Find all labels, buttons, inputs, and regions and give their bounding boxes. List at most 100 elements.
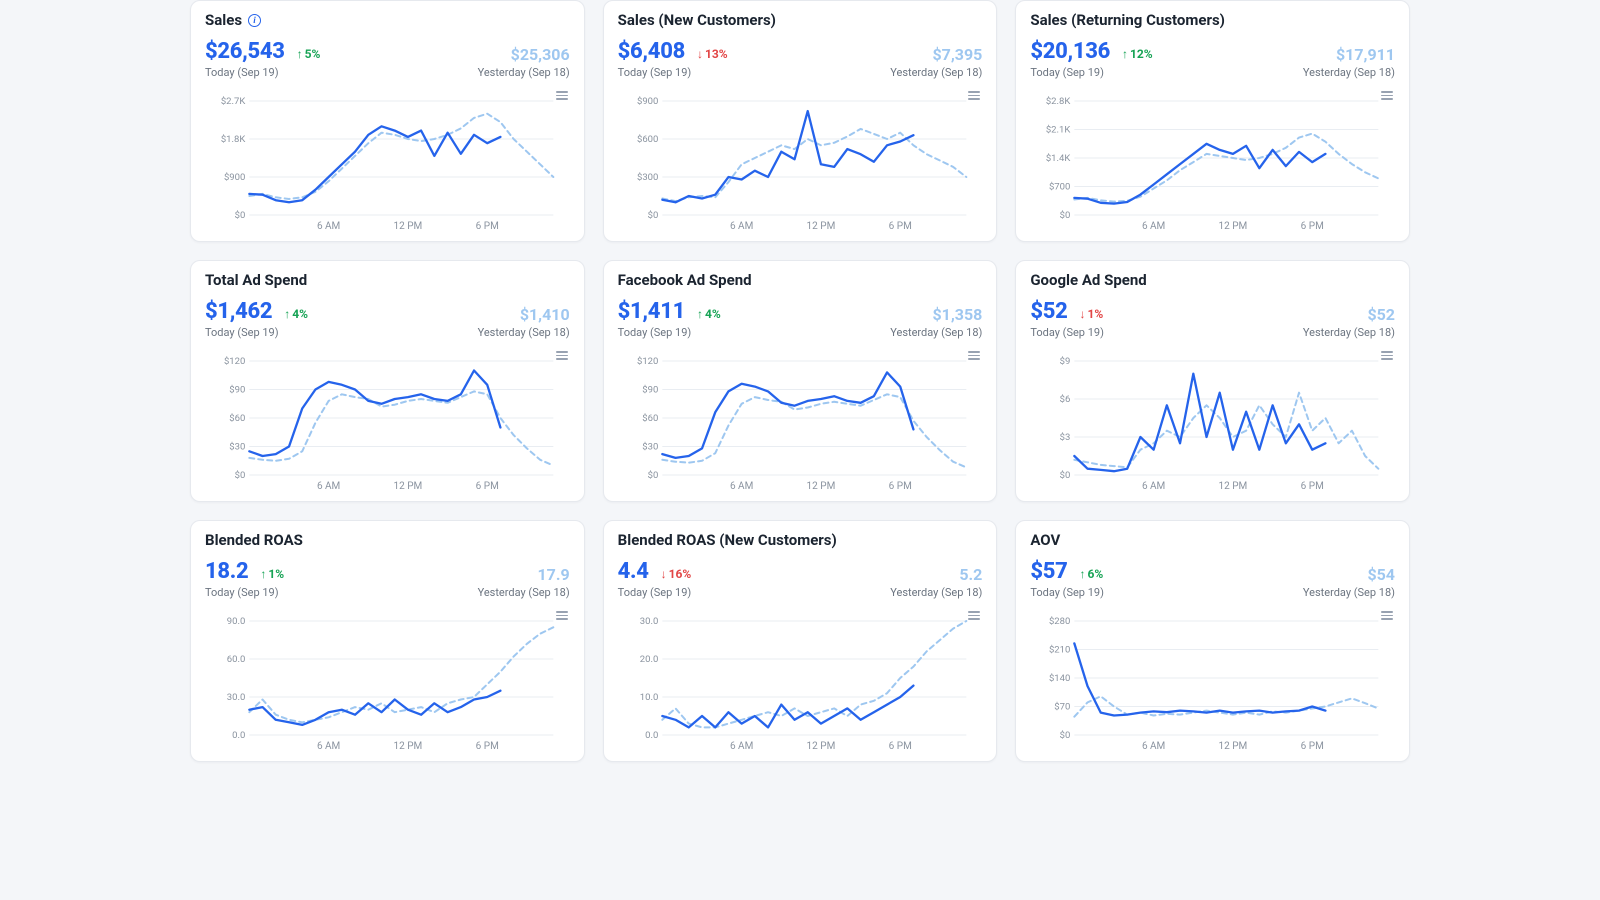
svg-text:6 PM: 6 PM	[476, 741, 499, 752]
chart-menu-icon[interactable]	[554, 89, 570, 102]
chart-menu-icon[interactable]	[554, 609, 570, 622]
svg-text:$1.8K: $1.8K	[221, 134, 246, 145]
metrics-row: $52 ↓1% $52	[1030, 299, 1395, 324]
series-yesterday	[662, 621, 966, 727]
primary-value: $26,543	[205, 39, 285, 64]
line-chart: $0$300$600$900 6 AM12 PM6 PM	[618, 93, 983, 233]
arrow-up-icon: ↑	[1122, 47, 1128, 61]
svg-text:6 PM: 6 PM	[888, 741, 911, 752]
primary-metric-group: $1,411 ↑4%	[618, 299, 721, 324]
metric-card-sales: Sales i $26,543 ↑5% $25,306 Today (Sep 1…	[190, 0, 585, 242]
svg-text:$2.8K: $2.8K	[1046, 96, 1071, 107]
metrics-row: 4.4 ↓16% 5.2	[618, 559, 983, 584]
compare-value: $54	[1367, 565, 1395, 584]
svg-text:6 AM: 6 AM	[317, 481, 340, 492]
yesterday-label: Yesterday (Sep 18)	[1303, 326, 1395, 339]
sub-labels-row: Today (Sep 19) Yesterday (Sep 18)	[618, 586, 983, 599]
svg-text:$0: $0	[647, 210, 658, 221]
card-title-row: Total Ad Spend	[205, 271, 570, 289]
metric-card-sales-new: Sales (New Customers) $6,408 ↓13% $7,395…	[603, 0, 998, 242]
svg-text:12 PM: 12 PM	[394, 741, 423, 752]
svg-text:0.0: 0.0	[645, 730, 658, 741]
card-title-row: Sales (Returning Customers)	[1030, 11, 1395, 29]
chart-menu-icon[interactable]	[1379, 89, 1395, 102]
today-label: Today (Sep 19)	[205, 586, 279, 599]
today-label: Today (Sep 19)	[618, 66, 692, 79]
chart-menu-icon[interactable]	[966, 609, 982, 622]
info-icon[interactable]: i	[248, 14, 261, 27]
svg-text:12 PM: 12 PM	[806, 221, 835, 232]
svg-text:$900: $900	[637, 96, 658, 107]
compare-value: $25,306	[511, 45, 570, 64]
chart-menu-icon[interactable]	[966, 89, 982, 102]
sub-labels-row: Today (Sep 19) Yesterday (Sep 18)	[618, 326, 983, 339]
series-today	[1075, 144, 1326, 204]
svg-text:$0: $0	[1060, 210, 1071, 221]
yesterday-label: Yesterday (Sep 18)	[478, 66, 570, 79]
metric-card-fb-ad: Facebook Ad Spend $1,411 ↑4% $1,358 Toda…	[603, 260, 998, 502]
yesterday-label: Yesterday (Sep 18)	[478, 326, 570, 339]
delta-badge: ↑6%	[1079, 567, 1103, 581]
yesterday-label: Yesterday (Sep 18)	[478, 586, 570, 599]
series-yesterday	[249, 114, 553, 199]
chart-area: $0$300$600$900 6 AM12 PM6 PM	[618, 93, 983, 233]
svg-text:$60: $60	[642, 413, 658, 424]
chart-area: $0$900$1.8K$2.7K 6 AM12 PM6 PM	[205, 93, 570, 233]
svg-text:$300: $300	[637, 172, 658, 183]
line-chart: $0$900$1.8K$2.7K 6 AM12 PM6 PM	[205, 93, 570, 233]
card-title: Sales	[205, 11, 242, 29]
svg-text:$60: $60	[229, 413, 245, 424]
line-chart: $0$30$60$90$120 6 AM12 PM6 PM	[205, 353, 570, 493]
series-yesterday	[1075, 393, 1379, 469]
metric-card-sales-ret: Sales (Returning Customers) $20,136 ↑12%…	[1015, 0, 1410, 242]
svg-text:$70: $70	[1055, 702, 1071, 713]
arrow-up-icon: ↑	[284, 307, 290, 321]
svg-text:12 PM: 12 PM	[394, 221, 423, 232]
svg-text:$900: $900	[224, 172, 245, 183]
sub-labels-row: Today (Sep 19) Yesterday (Sep 18)	[618, 66, 983, 79]
metric-card-roas: Blended ROAS 18.2 ↑1% 17.9 Today (Sep 19…	[190, 520, 585, 762]
svg-text:6 AM: 6 AM	[317, 741, 340, 752]
yesterday-label: Yesterday (Sep 18)	[890, 66, 982, 79]
primary-value: $52	[1030, 299, 1067, 324]
metrics-row: $6,408 ↓13% $7,395	[618, 39, 983, 64]
svg-text:12 PM: 12 PM	[1219, 481, 1248, 492]
sub-labels-row: Today (Sep 19) Yesterday (Sep 18)	[1030, 326, 1395, 339]
svg-text:$0: $0	[235, 210, 246, 221]
primary-value: $20,136	[1030, 39, 1110, 64]
primary-value: $57	[1030, 559, 1067, 584]
primary-value: $1,411	[618, 299, 685, 324]
chart-menu-icon[interactable]	[554, 349, 570, 362]
chart-menu-icon[interactable]	[1379, 349, 1395, 362]
svg-text:20.0: 20.0	[639, 654, 658, 665]
metric-card-aov: AOV $57 ↑6% $54 Today (Sep 19) Yesterday…	[1015, 520, 1410, 762]
svg-text:$0: $0	[1060, 730, 1071, 741]
delta-badge: ↓1%	[1079, 307, 1103, 321]
compare-value: $52	[1367, 305, 1395, 324]
chart-menu-icon[interactable]	[966, 349, 982, 362]
sub-labels-row: Today (Sep 19) Yesterday (Sep 18)	[205, 66, 570, 79]
metric-card-total-ad: Total Ad Spend $1,462 ↑4% $1,410 Today (…	[190, 260, 585, 502]
delta-badge: ↑4%	[284, 307, 308, 321]
compare-value: 5.2	[959, 565, 982, 584]
metric-card-roas-new: Blended ROAS (New Customers) 4.4 ↓16% 5.…	[603, 520, 998, 762]
svg-text:$210: $210	[1049, 645, 1070, 656]
series-today	[662, 111, 913, 202]
svg-text:12 PM: 12 PM	[1219, 741, 1248, 752]
svg-text:0.0: 0.0	[232, 730, 245, 741]
yesterday-label: Yesterday (Sep 18)	[890, 326, 982, 339]
chart-area: $0$700$1.4K$2.1K$2.8K 6 AM12 PM6 PM	[1030, 93, 1395, 233]
svg-text:6 AM: 6 AM	[730, 481, 753, 492]
svg-text:$3: $3	[1060, 432, 1071, 443]
chart-menu-icon[interactable]	[1379, 609, 1395, 622]
line-chart: $0$700$1.4K$2.1K$2.8K 6 AM12 PM6 PM	[1030, 93, 1395, 233]
svg-text:6 AM: 6 AM	[730, 221, 753, 232]
series-today	[662, 372, 913, 458]
delta-badge: ↑1%	[260, 567, 284, 581]
today-label: Today (Sep 19)	[1030, 326, 1104, 339]
sub-labels-row: Today (Sep 19) Yesterday (Sep 18)	[205, 326, 570, 339]
chart-area: 0.010.020.030.0 6 AM12 PM6 PM	[618, 613, 983, 753]
card-title: Total Ad Spend	[205, 271, 307, 289]
chart-area: $0$30$60$90$120 6 AM12 PM6 PM	[618, 353, 983, 493]
svg-text:$0: $0	[647, 470, 658, 481]
